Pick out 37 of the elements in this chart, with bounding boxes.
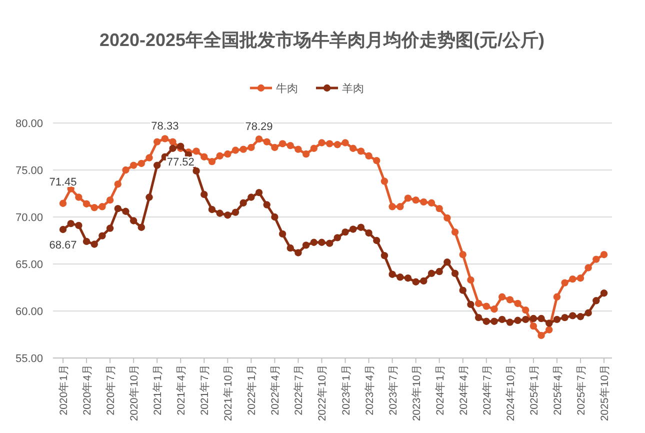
x-tick-label: 2025年7月: [575, 364, 588, 416]
x-tick-label: 2025年4月: [552, 364, 564, 416]
x-tick-label: 2022年10月: [316, 364, 329, 422]
x-tick-label: 2025年10月: [599, 364, 611, 422]
x-tick-label: 2020年4月: [82, 364, 94, 416]
y-tick-label: 55.00: [15, 353, 43, 365]
x-tick-label: 2023年10月: [410, 364, 423, 422]
x-tick-label: 2021年1月: [152, 364, 164, 416]
x-tick-label: 2021年10月: [222, 364, 235, 422]
data-label: 71.45: [49, 176, 77, 188]
x-tick-label: 2022年1月: [246, 364, 258, 416]
x-tick-label: 2023年7月: [387, 364, 400, 416]
y-tick-label: 75.00: [15, 165, 43, 177]
y-tick-label: 60.00: [15, 306, 43, 318]
x-tick-label: 2020年10月: [128, 364, 141, 422]
x-tick-label: 2024年1月: [434, 364, 446, 416]
x-tick-label: 2025年1月: [528, 364, 540, 416]
legend-label: 羊肉: [342, 83, 364, 95]
x-tick-label: 2024年7月: [481, 364, 494, 416]
legend-label: 牛肉: [276, 82, 298, 95]
y-tick-label: 80.00: [15, 118, 43, 130]
x-tick-label: 2021年4月: [176, 364, 188, 416]
chart-title: 2020-2025年全国批发市场牛羊肉月均价走势图(元/公斤): [99, 30, 545, 50]
x-tick-label: 2020年7月: [105, 364, 118, 416]
y-tick-label: 65.00: [15, 259, 43, 271]
data-label: 78.33: [151, 120, 179, 133]
x-tick-label: 2022年4月: [270, 364, 282, 416]
y-tick-label: 70.00: [15, 212, 43, 224]
x-tick-label: 2023年4月: [364, 364, 376, 416]
x-tick-label: 2024年10月: [504, 364, 517, 422]
x-tick-label: 2024年4月: [458, 364, 470, 416]
x-tick-label: 2022年7月: [293, 364, 306, 416]
x-tick-label: 2020年1月: [58, 364, 70, 416]
x-tick-label: 2023年1月: [340, 364, 352, 416]
x-tick-label: 2021年7月: [199, 364, 212, 416]
data-label: 78.29: [245, 121, 273, 134]
data-label: 68.67: [49, 240, 77, 252]
